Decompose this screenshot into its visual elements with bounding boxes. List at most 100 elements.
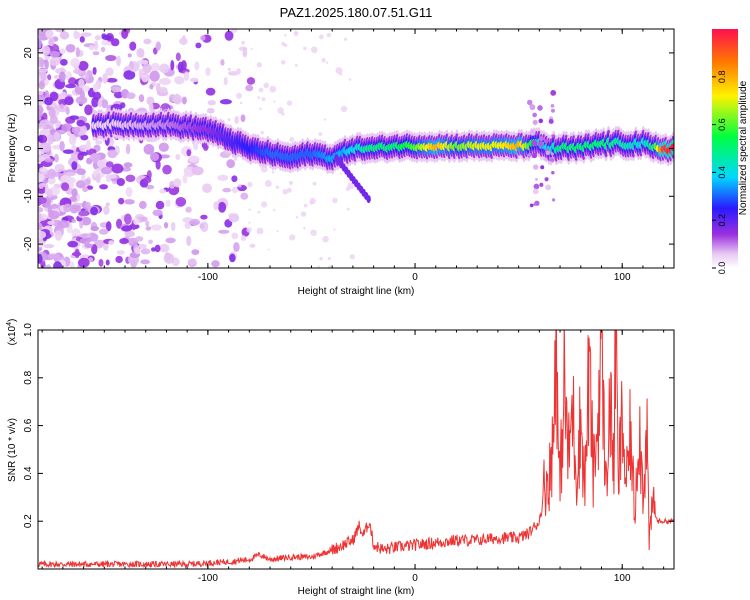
y-tick-label: 0.8 (23, 370, 34, 384)
spectrogram-speckle (80, 134, 89, 141)
spectrogram-speckle (111, 86, 121, 93)
spectrogram-speckle (271, 170, 275, 174)
spectrogram-speckle (550, 108, 555, 113)
spectrogram-speckle (54, 153, 59, 163)
spectrogram-speckle (63, 203, 72, 213)
spectrogram-speckle (116, 250, 125, 255)
spectrogram-speckle (284, 34, 287, 37)
y-tick-label: 0 (23, 145, 34, 151)
spectrogram-speckle (79, 237, 92, 244)
spectrogram-speckle (247, 181, 253, 188)
spectrogram-speckle (264, 180, 272, 187)
spectrogram-speckle (276, 230, 279, 233)
spectrogram-speckle (256, 227, 264, 235)
spectrogram-speckle (90, 225, 100, 232)
spectrogram-speckle (275, 185, 280, 190)
spectrogram-speckle (138, 94, 145, 103)
spectrogram-speckle (121, 167, 132, 172)
spectrogram-speckle (40, 58, 45, 68)
spectrogram-speckle (143, 38, 152, 45)
spectrogram-speckle (260, 130, 264, 135)
spectrogram-speckle (48, 210, 60, 220)
spectrogram-speckle (124, 199, 135, 205)
spectrogram-speckle (335, 67, 343, 75)
spectrogram-speckle (273, 100, 276, 103)
spectrogram-speckle (139, 200, 147, 210)
spectrogram-speckle (263, 82, 270, 89)
spectrogram-speckle (49, 50, 61, 58)
colorbar-tick-label: 0.8 (717, 71, 727, 84)
spectrogram-speckle (89, 153, 101, 162)
spectrogram-speckle (246, 77, 256, 85)
spectrogram-speckle (260, 165, 268, 173)
spectrogram-speckle (256, 62, 262, 68)
x-tick-label: 100 (614, 573, 631, 584)
spectrogram-speckle (75, 96, 88, 105)
spectrogram-speckle (303, 227, 306, 230)
spectrogram-speckle (333, 228, 336, 231)
spectrogram-speckle (526, 99, 533, 106)
spectrogram-speckle (44, 265, 52, 268)
spectrogram-speckle (91, 243, 98, 255)
spectrogram-speckle (123, 162, 133, 168)
spectrogram-speckle (79, 218, 84, 229)
spectrogram-speckle (75, 47, 80, 58)
spectrogram-speckle (47, 168, 57, 179)
spectrogram-speckle (310, 229, 317, 237)
spectrogram-speckle (219, 99, 232, 105)
spectrogram-speckle (549, 157, 555, 163)
y-tick-label: -10 (23, 189, 34, 204)
spectrogram-speckle (328, 265, 332, 268)
spectrogram-speckle (38, 81, 45, 90)
spectrogram-speckle (236, 92, 243, 99)
spectrogram-speckle (318, 34, 324, 40)
spectrogram-speckle (545, 184, 552, 191)
spectrogram-speckle (178, 37, 188, 45)
spectrogram-speckle (145, 220, 150, 227)
spectrogram-speckle (149, 152, 160, 162)
spectrogram-speckle (140, 248, 151, 255)
spectrogram-speckle (345, 186, 351, 192)
spectrogram-speckle (46, 188, 53, 198)
spectrogram-speckle (158, 142, 169, 152)
spectrogram-speckle (202, 183, 213, 194)
spectrogram-speckle (140, 259, 151, 265)
spectrogram-speckle (97, 158, 108, 169)
spectrogram-speckle (321, 58, 326, 63)
spectrogram-speckle (529, 104, 535, 109)
spectrogram-speckle (39, 142, 52, 153)
spectrogram-speckle (134, 246, 141, 255)
spectrogram-speckle (80, 216, 92, 226)
spectrogram-speckle (189, 218, 201, 226)
spectrogram-speckle (97, 100, 103, 108)
spectrogram-speckle (218, 201, 227, 213)
spectrogram-speckle (231, 186, 239, 194)
spectrogram-speckle (76, 119, 85, 127)
spectrogram-speckle (236, 68, 241, 75)
colorbar-ticks: 0.0 0.2 0.4 0.6 0.8 (712, 71, 727, 274)
spectrogram-speckle (39, 166, 48, 173)
y-tick-label: 1.0 (23, 323, 34, 337)
spectrogram-speckle (183, 71, 190, 81)
spectrogram-speckle (53, 131, 60, 142)
spectrogram-speckle (286, 187, 292, 193)
spectrogram-speckle (548, 161, 553, 166)
spectrogram-speckle (319, 256, 323, 261)
spectrogram-speckle (227, 67, 232, 72)
spectrogram-speckle (193, 142, 199, 151)
spectrogram-speckle (116, 55, 121, 67)
spectrogram-speckle (173, 178, 182, 188)
spectrogram-speckle (115, 255, 123, 264)
spectrogram-speckle (544, 139, 549, 144)
spectrogram-speckle (340, 172, 343, 175)
spectrogram-speckle (283, 43, 288, 47)
spectrogram-speckle (84, 178, 91, 185)
x-tick-label: -100 (198, 573, 218, 584)
spectrogram-speckle (231, 232, 239, 240)
spectrogram-speckle (227, 71, 239, 76)
spectrogram-speckle (234, 115, 239, 125)
y-tick-label: 10 (23, 95, 34, 107)
spectrogram-speckle (158, 189, 167, 194)
spectrogram-speckle (544, 177, 549, 182)
